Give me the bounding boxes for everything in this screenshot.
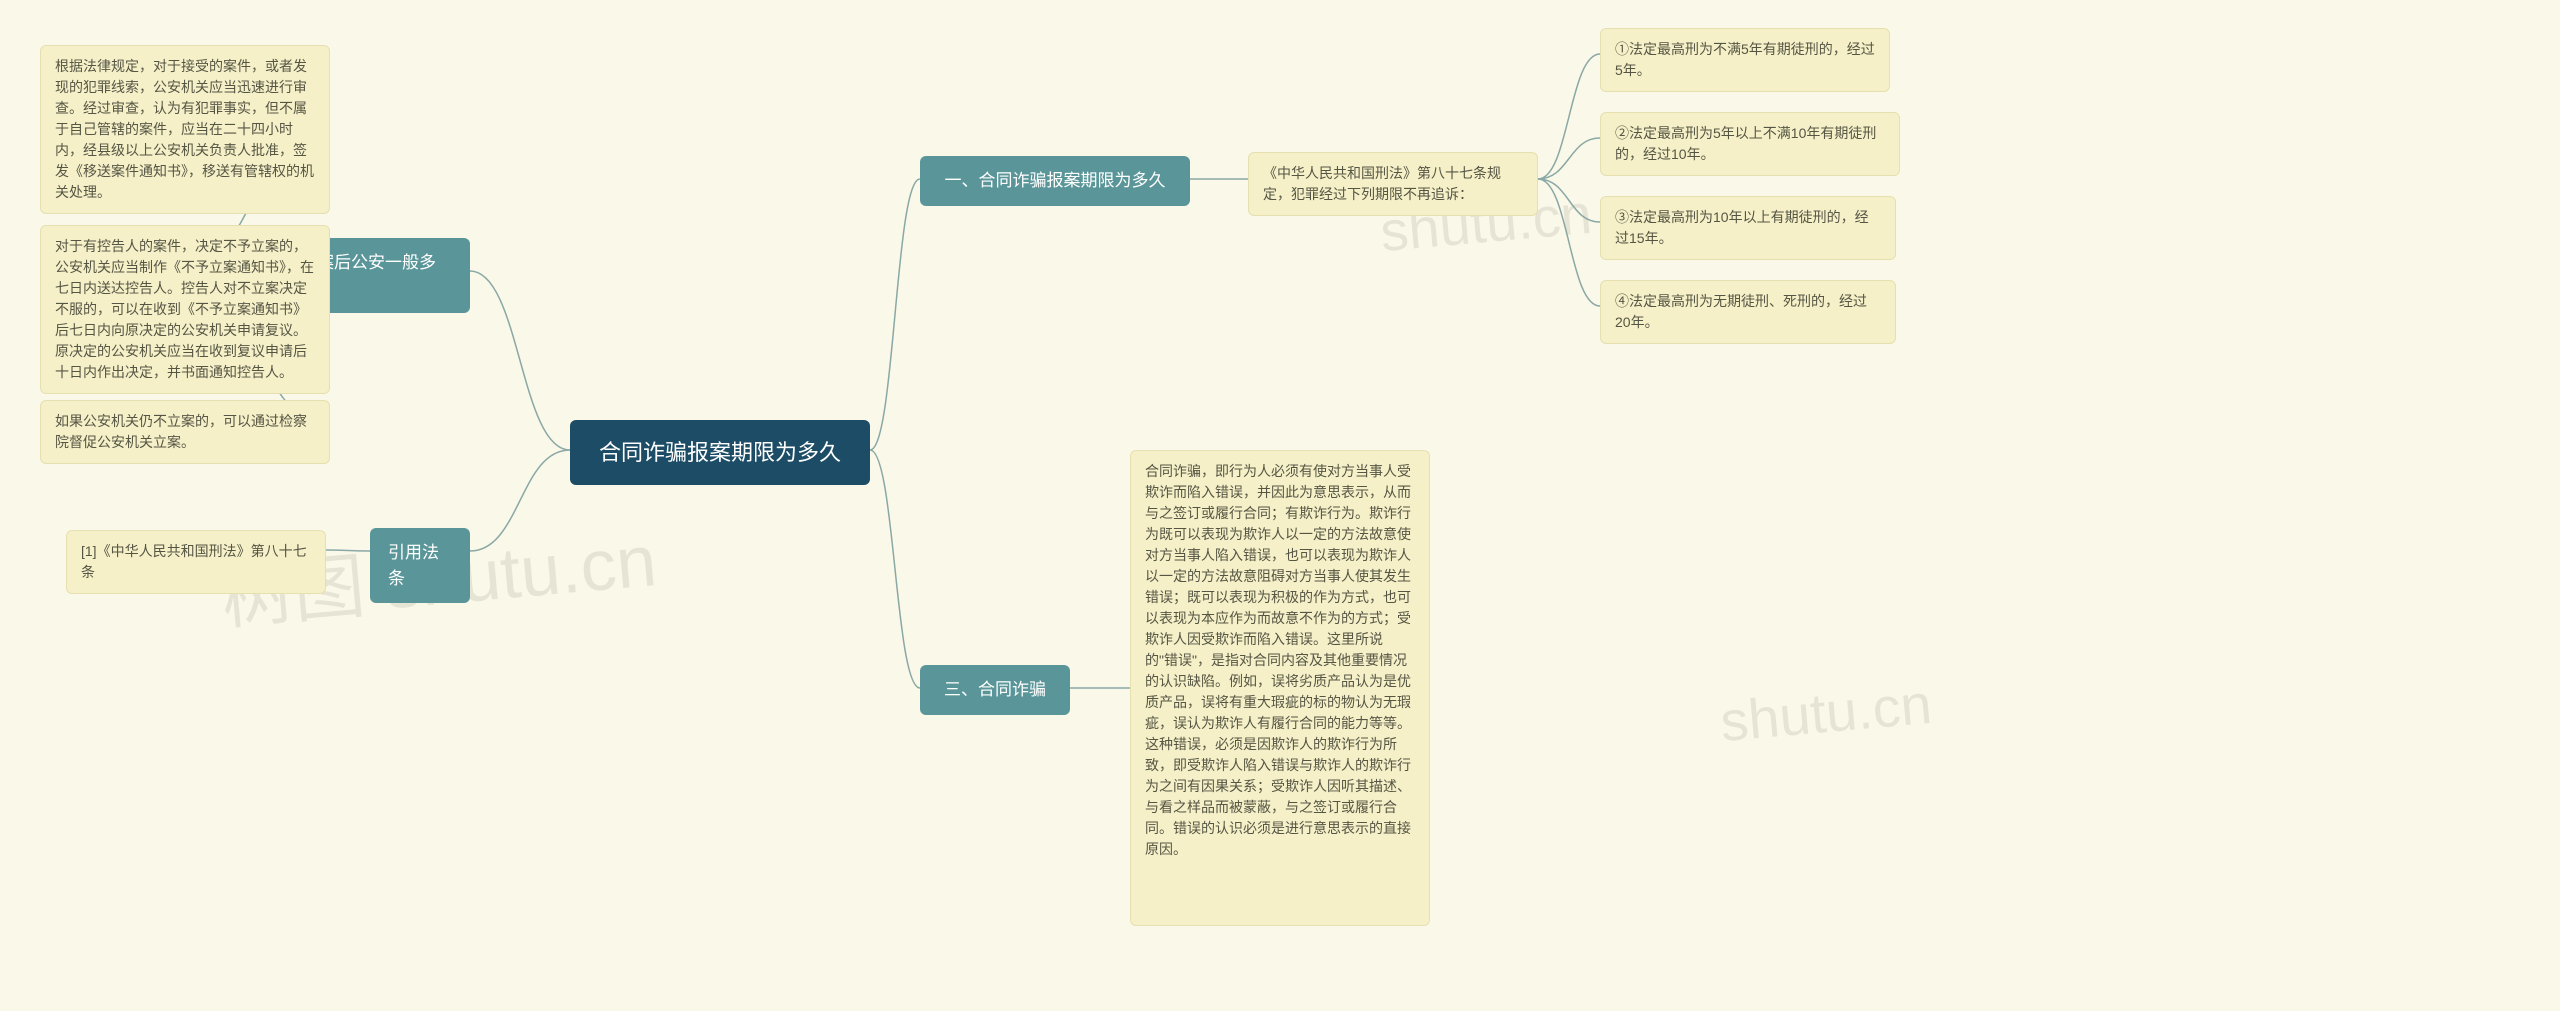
branch-citations[interactable]: 引用法条 (370, 528, 470, 603)
branch-label: 一、合同诈骗报案期限为多久 (945, 168, 1166, 194)
leaf-no-filing-notice[interactable]: 对于有控告人的案件，决定不予立案的，公安机关应当制作《不予立案通知书》，在七日内… (40, 225, 330, 394)
leaf-limit-15yr[interactable]: ③法定最高刑为10年以上有期徒刑的，经过15年。 (1600, 196, 1896, 260)
leaf-police-review[interactable]: 根据法律规定，对于接受的案件，或者发现的犯罪线索，公安机关应当迅速进行审查。经过… (40, 45, 330, 214)
leaf-text: ③法定最高刑为10年以上有期徒刑的，经过15年。 (1615, 207, 1881, 249)
leaf-text: 对于有控告人的案件，决定不予立案的，公安机关应当制作《不予立案通知书》，在七日内… (55, 236, 315, 383)
leaf-text: ①法定最高刑为不满5年有期徒刑的，经过5年。 (1615, 39, 1875, 81)
leaf-text: [1]《中华人民共和国刑法》第八十七条 (81, 541, 311, 583)
leaf-text: 合同诈骗，即行为人必须有使对方当事人受欺诈而陷入错误，并因此为意思表示，从而与之… (1145, 461, 1415, 860)
leaf-text: ②法定最高刑为5年以上不满10年有期徒刑的，经过10年。 (1615, 123, 1885, 165)
leaf-fraud-definition[interactable]: 合同诈骗，即行为人必须有使对方当事人受欺诈而陷入错误，并因此为意思表示，从而与之… (1130, 450, 1430, 926)
leaf-law-87[interactable]: 《中华人民共和国刑法》第八十七条规定，犯罪经过下列期限不再追诉： (1248, 152, 1538, 216)
leaf-prosecutor-supervise[interactable]: 如果公安机关仍不立案的，可以通过检察院督促公安机关立案。 (40, 400, 330, 464)
leaf-text: 《中华人民共和国刑法》第八十七条规定，犯罪经过下列期限不再追诉： (1263, 163, 1523, 205)
leaf-text: ④法定最高刑为无期徒刑、死刑的，经过20年。 (1615, 291, 1881, 333)
branch-label: 引用法条 (388, 540, 452, 591)
leaf-limit-20yr[interactable]: ④法定最高刑为无期徒刑、死刑的，经过20年。 (1600, 280, 1896, 344)
leaf-limit-5yr[interactable]: ①法定最高刑为不满5年有期徒刑的，经过5年。 (1600, 28, 1890, 92)
branch-three[interactable]: 三、合同诈骗 (920, 665, 1070, 715)
watermark: shutu.cn (1718, 671, 1935, 754)
root-node[interactable]: 合同诈骗报案期限为多久 (570, 420, 870, 485)
leaf-text: 根据法律规定，对于接受的案件，或者发现的犯罪线索，公安机关应当迅速进行审查。经过… (55, 56, 315, 203)
leaf-text: 如果公安机关仍不立案的，可以通过检察院督促公安机关立案。 (55, 411, 315, 453)
branch-label: 三、合同诈骗 (944, 677, 1046, 703)
leaf-citation-1[interactable]: [1]《中华人民共和国刑法》第八十七条 (66, 530, 326, 594)
root-label: 合同诈骗报案期限为多久 (599, 436, 841, 469)
leaf-limit-10yr[interactable]: ②法定最高刑为5年以上不满10年有期徒刑的，经过10年。 (1600, 112, 1900, 176)
branch-one[interactable]: 一、合同诈骗报案期限为多久 (920, 156, 1190, 206)
